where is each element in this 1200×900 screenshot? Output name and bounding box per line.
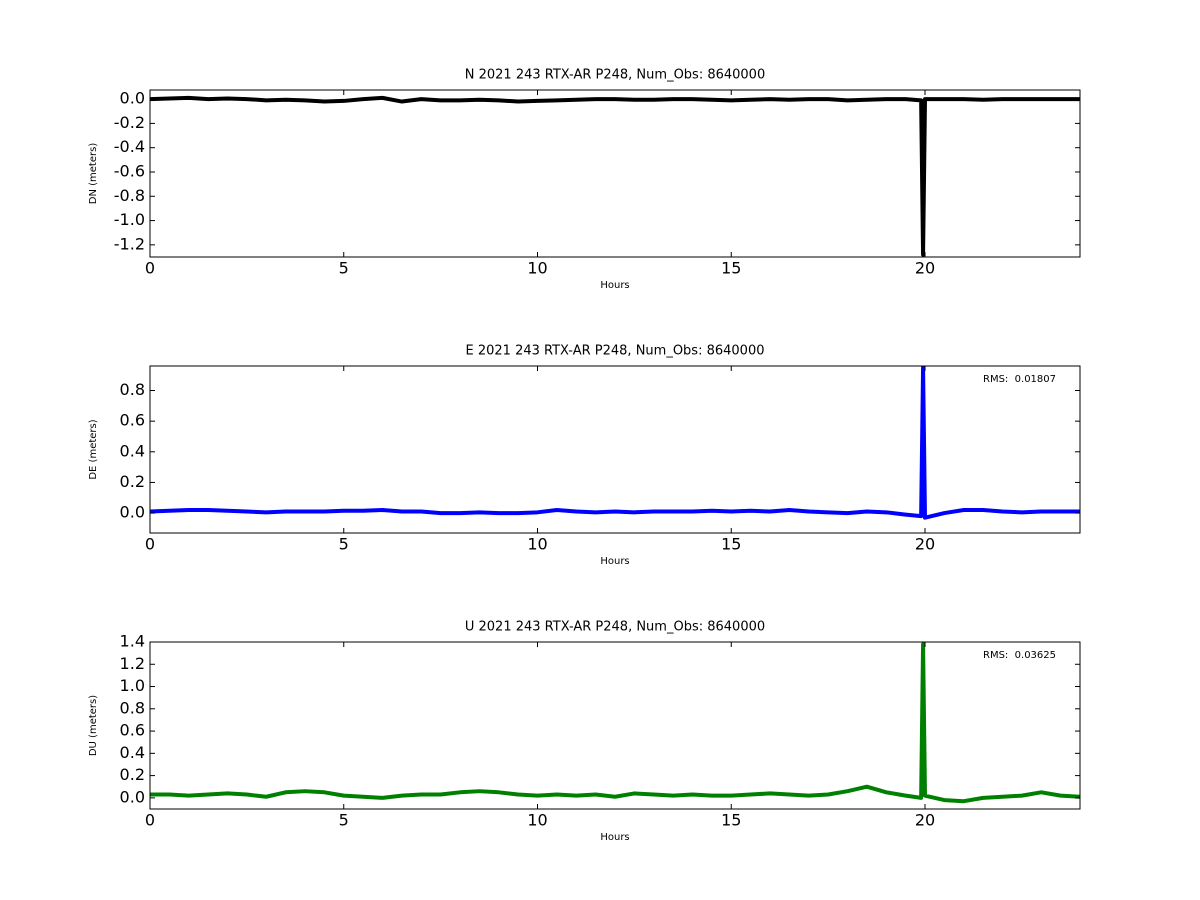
y-tick-label: -1.2 bbox=[114, 234, 145, 253]
chart-title: N 2021 243 RTX-AR P248, Num_Obs: 8640000 bbox=[465, 68, 765, 83]
y-tick-label: 0.0 bbox=[120, 89, 145, 108]
x-tick-label: 5 bbox=[339, 259, 349, 278]
annotation: RMS: 0.01807 bbox=[983, 374, 1056, 385]
axes-frame bbox=[149, 641, 1081, 810]
y-tick-label: 0.6 bbox=[120, 411, 145, 430]
x-tick-label: 0 bbox=[145, 259, 155, 278]
y-tick-label: 0.8 bbox=[120, 698, 145, 717]
y-tick-label: -0.2 bbox=[114, 113, 145, 132]
y-tick-label: 0.0 bbox=[120, 787, 145, 806]
x-tick-label: 0 bbox=[145, 811, 155, 830]
y-tick-label: 0.2 bbox=[120, 765, 145, 784]
y-tick-label: -1.0 bbox=[114, 210, 145, 229]
axes-frame bbox=[149, 89, 1081, 258]
y-tick-label: 0.8 bbox=[120, 380, 145, 399]
y-tick-label: -0.8 bbox=[114, 186, 145, 205]
x-tick-label: 5 bbox=[339, 811, 349, 830]
y-tick-label: 0.2 bbox=[120, 472, 145, 491]
y-axis-label: DN (meters) bbox=[88, 143, 99, 205]
x-tick-label: 10 bbox=[527, 811, 547, 830]
y-tick-label: -0.4 bbox=[114, 137, 145, 156]
x-axis-label: Hours bbox=[600, 832, 629, 843]
x-tick-label: 15 bbox=[721, 811, 741, 830]
y-tick-label: 0.4 bbox=[120, 743, 145, 762]
x-tick-label: 5 bbox=[339, 535, 349, 554]
x-tick-label: 0 bbox=[145, 535, 155, 554]
y-axis-label: DE (meters) bbox=[88, 419, 99, 479]
x-tick-label: 10 bbox=[527, 259, 547, 278]
chart-title: U 2021 243 RTX-AR P248, Num_Obs: 8640000 bbox=[465, 620, 765, 635]
y-tick-label: 1.0 bbox=[120, 676, 145, 695]
axes-frame bbox=[149, 365, 1081, 534]
x-tick-label: 15 bbox=[721, 535, 741, 554]
y-axis-label: DU (meters) bbox=[88, 695, 99, 756]
y-tick-label: 0.4 bbox=[120, 441, 145, 460]
x-tick-label: 20 bbox=[915, 811, 935, 830]
data-line bbox=[150, 642, 1080, 804]
data-line bbox=[150, 366, 1080, 520]
y-tick-label: 1.2 bbox=[120, 654, 145, 673]
x-axis-label: Hours bbox=[600, 556, 629, 567]
y-tick-label: -0.6 bbox=[114, 161, 145, 180]
x-tick-label: 20 bbox=[915, 259, 935, 278]
x-tick-label: 15 bbox=[721, 259, 741, 278]
x-tick-label: 20 bbox=[915, 535, 935, 554]
y-tick-label: 0.0 bbox=[120, 503, 145, 522]
data-line bbox=[150, 95, 1080, 257]
x-axis-label: Hours bbox=[600, 280, 629, 291]
chart-title: E 2021 243 RTX-AR P248, Num_Obs: 8640000 bbox=[466, 344, 765, 359]
annotation: RMS: 0.03625 bbox=[983, 650, 1056, 661]
x-tick-label: 10 bbox=[527, 535, 547, 554]
y-tick-label: 1.4 bbox=[120, 632, 145, 651]
y-tick-label: 0.6 bbox=[120, 721, 145, 740]
